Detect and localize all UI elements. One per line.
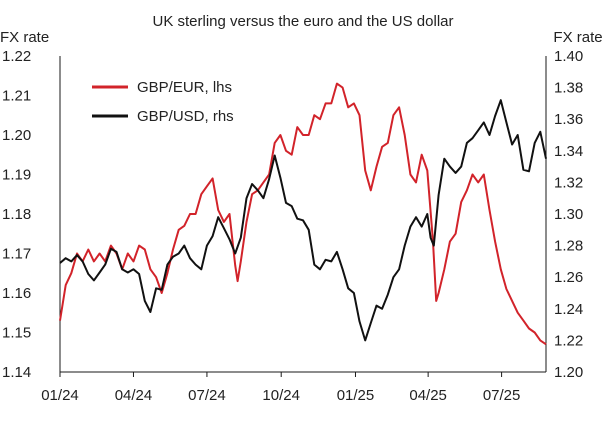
y-left-tick-label: 1.21 <box>2 88 31 105</box>
y-right-tick-label: 1.20 <box>554 364 583 381</box>
y-right-tick-label: 1.36 <box>554 111 583 128</box>
x-tick-label: 01/25 <box>337 387 375 404</box>
right-axis-label: FX rate <box>553 29 602 46</box>
x-tick-label: 04/24 <box>115 387 153 404</box>
chart-title: UK sterling versus the euro and the US d… <box>153 13 454 30</box>
y-right-tick-label: 1.22 <box>554 332 583 349</box>
series-line-gbp-eur <box>59 82 547 346</box>
x-tick-label: 10/24 <box>262 387 300 404</box>
x-tick-label: 01/24 <box>41 387 79 404</box>
y-left-tick-label: 1.16 <box>2 285 31 302</box>
legend-label-gbp-usd: GBP/USD, rhs <box>137 108 234 125</box>
legend-label-gbp-eur: GBP/EUR, lhs <box>137 79 232 96</box>
y-right-tick-label: 1.40 <box>554 48 583 65</box>
x-tick-label: 04/25 <box>409 387 447 404</box>
y-left-tick-label: 1.15 <box>2 325 31 342</box>
y-left-tick-label: 1.17 <box>2 246 31 263</box>
series-line-gbp-usd <box>59 99 547 342</box>
y-left-tick-label: 1.20 <box>2 127 31 144</box>
left-axis-label: FX rate <box>0 29 49 46</box>
x-tick-label: 07/25 <box>483 387 521 404</box>
legend: GBP/EUR, lhs GBP/USD, rhs <box>92 79 234 125</box>
y-left-tick-label: 1.19 <box>2 167 31 184</box>
x-tick-label: 07/24 <box>188 387 226 404</box>
y-right-tick-label: 1.30 <box>554 206 583 223</box>
y-left-tick-label: 1.14 <box>2 364 31 381</box>
y-right-tick-label: 1.24 <box>554 301 583 318</box>
y-right-tick-label: 1.26 <box>554 269 583 286</box>
y-right-tick-label: 1.38 <box>554 80 583 97</box>
y-right-tick-label: 1.28 <box>554 238 583 255</box>
y-left-tick-label: 1.22 <box>2 48 31 65</box>
y-right-tick-label: 1.34 <box>554 143 583 160</box>
y-left-tick-label: 1.18 <box>2 206 31 223</box>
y-right-tick-label: 1.32 <box>554 174 583 191</box>
